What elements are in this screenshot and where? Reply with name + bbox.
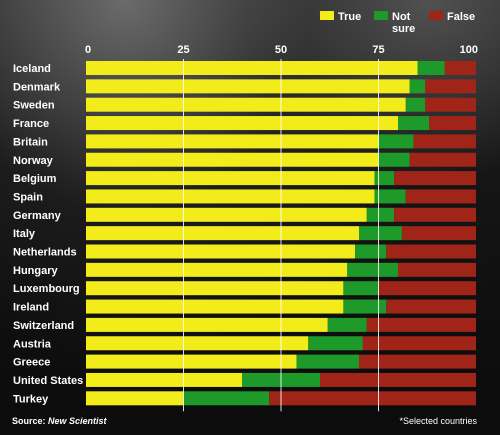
source-label: Source: — [12, 416, 46, 426]
bar-netherlands-true — [86, 244, 356, 259]
country-label-norway: Norway — [13, 155, 54, 167]
bar-iceland-not-sure — [417, 61, 445, 75]
bar-sweden-true — [86, 97, 406, 112]
bar-luxembourg-true — [86, 281, 344, 296]
country-label-germany: Germany — [13, 210, 62, 222]
bar-netherlands-not-sure — [355, 244, 387, 259]
bar-greece-not-sure — [296, 354, 359, 369]
legend-label-not-sure: Not — [392, 11, 411, 23]
bar-austria-true — [86, 336, 309, 351]
country-label-netherlands: Netherlands — [13, 247, 77, 259]
bar-belgium-not-sure — [374, 171, 395, 186]
bar-turkey-true — [86, 391, 184, 406]
bar-britain-not-sure — [378, 134, 414, 149]
legend-swatch-true — [320, 11, 334, 20]
bar-united-states-false — [320, 372, 476, 387]
x-tick-75: 75 — [372, 44, 384, 56]
country-label-united-states: United States — [13, 375, 83, 387]
bars-group — [86, 61, 476, 406]
bar-belgium-false — [394, 171, 476, 186]
x-tick-25: 25 — [177, 44, 189, 56]
bar-ireland-not-sure — [343, 299, 387, 314]
bar-denmark-not-sure — [409, 79, 426, 94]
country-label-hungary: Hungary — [13, 265, 59, 277]
bar-greece-false — [359, 354, 476, 369]
country-label-britain: Britain — [13, 136, 48, 148]
country-label-switzerland: Switzerland — [13, 320, 74, 332]
bar-hungary-false — [398, 262, 476, 277]
bar-switzerland-true — [86, 317, 328, 332]
country-label-greece: Greece — [13, 357, 50, 369]
legend-swatch-not-sure — [374, 11, 388, 20]
bar-france-not-sure — [398, 116, 430, 131]
bar-italy-true — [86, 226, 359, 241]
country-label-sweden: Sweden — [13, 100, 55, 112]
bar-ireland-true — [86, 299, 344, 314]
country-label-luxembourg: Luxembourg — [13, 283, 80, 295]
bar-denmark-true — [86, 79, 410, 94]
bar-united-states-true — [86, 372, 242, 387]
country-label-france: France — [13, 118, 49, 130]
bar-sweden-not-sure — [405, 97, 426, 112]
country-labels: Iceland Denmark Sweden France Britain Norway B… — [13, 63, 83, 405]
x-tick-labels: 0 25 50 75 100 — [85, 44, 478, 56]
legend-label-true: True — [338, 11, 361, 23]
bar-iceland-false — [444, 61, 476, 75]
country-label-austria: Austria — [13, 338, 52, 350]
bar-hungary-not-sure — [347, 262, 398, 277]
bar-germany-true — [86, 207, 367, 222]
country-label-ireland: Ireland — [13, 302, 49, 314]
gridlines-group — [183, 59, 379, 412]
x-tick-0: 0 — [85, 44, 91, 56]
country-label-belgium: Belgium — [13, 173, 57, 185]
country-label-spain: Spain — [13, 191, 43, 203]
bar-switzerland-not-sure — [327, 317, 367, 332]
bar-turkey-false — [269, 391, 476, 406]
legend-label-false: False — [447, 11, 475, 23]
bar-hungary-true — [86, 262, 348, 277]
country-label-denmark: Denmark — [13, 81, 61, 93]
bar-austria-false — [362, 336, 476, 351]
bar-ireland-false — [386, 299, 476, 314]
bar-britain-true — [86, 134, 379, 149]
bar-sweden-false — [425, 97, 476, 112]
bar-denmark-false — [425, 79, 476, 94]
bar-switzerland-false — [366, 317, 476, 332]
bar-germany-not-sure — [366, 207, 395, 222]
bar-britain-false — [413, 134, 476, 149]
selected-countries-note: *Selected countries — [399, 416, 477, 426]
bar-spain-true — [86, 189, 375, 204]
bar-spain-false — [405, 189, 476, 204]
bar-luxembourg-false — [378, 281, 476, 296]
bar-greece-true — [86, 354, 297, 369]
bar-germany-false — [394, 207, 476, 222]
bar-france-false — [429, 116, 476, 131]
bar-italy-not-sure — [359, 226, 402, 241]
bar-norway-true — [86, 152, 379, 167]
bar-italy-false — [401, 226, 476, 241]
source-value: New Scientist — [48, 416, 107, 426]
country-label-iceland: Iceland — [13, 63, 51, 75]
source-credit: Source: New Scientist — [12, 416, 107, 426]
bar-norway-false — [409, 152, 476, 167]
legend-swatch-false — [429, 11, 443, 20]
bar-norway-not-sure — [378, 152, 410, 167]
bar-luxembourg-not-sure — [343, 281, 379, 296]
bar-austria-not-sure — [308, 336, 363, 351]
bar-iceland-true — [86, 61, 418, 75]
bar-turkey-not-sure — [183, 391, 270, 406]
bar-france-true — [86, 116, 398, 131]
x-tick-100: 100 — [460, 44, 478, 56]
x-tick-50: 50 — [275, 44, 287, 56]
bar-netherlands-false — [386, 244, 476, 259]
bar-spain-not-sure — [374, 189, 406, 204]
country-label-italy: Italy — [13, 228, 36, 240]
legend-label-not-sure-line-2: sure — [392, 23, 415, 35]
country-label-turkey: Turkey — [13, 393, 49, 405]
bar-belgium-true — [86, 171, 375, 186]
